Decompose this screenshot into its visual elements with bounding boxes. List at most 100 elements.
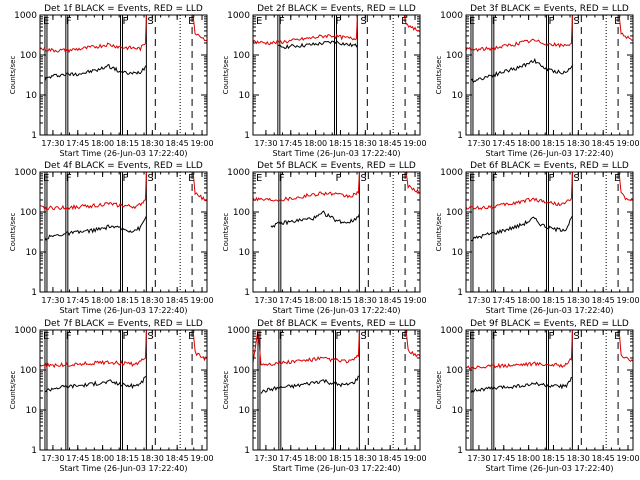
lld-series-line — [252, 14, 358, 46]
y-tick-label: 100 — [20, 366, 37, 376]
panel: Det 5f BLACK = Events, RED = LLD 1 10 100 10… — [222, 161, 427, 315]
y-tick-label: 1 — [457, 446, 463, 456]
y-tick-label: 1 — [457, 131, 463, 141]
y-axis-label: Counts/sec — [222, 371, 230, 410]
y-tick-label: 1000 — [227, 326, 250, 336]
x-axis-label: Start Time (26-Jun-03 17:22:40) — [60, 306, 188, 315]
x-tick-label: 19:00 — [403, 296, 426, 305]
y-tick-label: 1 — [244, 446, 250, 456]
panel: Det 7f BLACK = Events, RED = LLD 1 10 100 10… — [9, 319, 214, 473]
events-series-line — [470, 377, 573, 394]
panel: Det 4f BLACK = Events, RED = LLD 1 10 100 10… — [9, 161, 214, 315]
flag-label: E — [469, 173, 475, 184]
x-tick-label: 18:00 — [91, 296, 114, 305]
flag-label: S — [147, 173, 153, 184]
flag-label: S — [147, 331, 153, 342]
flag-label: E — [401, 16, 407, 27]
events-series-line — [470, 57, 573, 84]
x-tick-label: 19:00 — [190, 454, 213, 463]
x-tick-label: 18:30 — [567, 139, 590, 148]
x-tick-label: 18:30 — [141, 296, 164, 305]
x-tick-label: 18:45 — [592, 454, 615, 463]
y-tick-label: 100 — [20, 51, 37, 61]
x-tick-label: 18:15 — [329, 296, 352, 305]
x-tick-label: 18:15 — [329, 139, 352, 148]
flag-label: F — [123, 331, 129, 342]
flag-label: F — [336, 173, 342, 184]
flag-label: F — [66, 173, 72, 184]
panel: Det 1f BLACK = Events, RED = LLD 1 10 100 10… — [9, 4, 214, 158]
panel: Det 8f BLACK = Events, RED = LLD 1 10 100 10… — [222, 319, 427, 473]
y-tick-label: 100 — [233, 366, 250, 376]
x-tick-label: 18:45 — [592, 139, 615, 148]
lld-series-line — [465, 329, 573, 370]
lld-series-line — [192, 171, 208, 202]
flag-label: E — [256, 16, 262, 27]
axes-frame — [465, 329, 634, 451]
y-axis-label: Counts/sec — [9, 56, 17, 95]
x-tick-label: 19:00 — [616, 454, 639, 463]
x-axis-label: Start Time (26-Jun-03 17:22:40) — [273, 149, 401, 158]
axes-frame — [465, 171, 634, 293]
x-tick-label: 18:30 — [567, 296, 590, 305]
axes-frame — [39, 329, 208, 451]
flag-label: E — [614, 173, 620, 184]
events-series-line — [44, 215, 147, 241]
x-tick-label: 18:15 — [329, 454, 352, 463]
flag-label: S — [573, 331, 579, 342]
flag-label: F — [492, 331, 498, 342]
x-tick-label: 18:45 — [379, 454, 402, 463]
x-tick-label: 17:30 — [467, 454, 490, 463]
y-axis-label: Counts/sec — [435, 371, 443, 410]
lld-series-line — [40, 171, 147, 211]
y-tick-label: 1000 — [227, 11, 250, 21]
panel: Det 6f BLACK = Events, RED = LLD 1 10 100 10… — [435, 161, 640, 315]
x-tick-label: 17:45 — [66, 296, 89, 305]
x-tick-label: 17:45 — [279, 139, 302, 148]
x-tick-label: 18:00 — [304, 454, 327, 463]
x-tick-label: 19:00 — [403, 139, 426, 148]
x-tick-label: 17:45 — [279, 296, 302, 305]
events-series-line — [470, 215, 573, 242]
y-tick-label: 100 — [446, 208, 463, 218]
y-axis-label: Counts/sec — [222, 56, 230, 95]
events-series-line — [277, 40, 358, 50]
y-tick-label: 10 — [452, 91, 464, 101]
panel-title: Det 9f BLACK = Events, RED = LLD — [470, 319, 629, 329]
y-axis-label: Counts/sec — [9, 213, 17, 252]
lld-series-line — [192, 329, 208, 362]
y-axis-label: Counts/sec — [435, 56, 443, 95]
panel: Det 3f BLACK = Events, RED = LLD 1 10 100 10… — [435, 4, 640, 158]
y-tick-label: 1000 — [440, 11, 463, 21]
x-tick-label: 18:00 — [304, 139, 327, 148]
x-tick-label: 17:30 — [41, 454, 64, 463]
panel-title: Det 4f BLACK = Events, RED = LLD — [44, 161, 203, 171]
flag-label: E — [188, 173, 194, 184]
lld-series-line — [405, 171, 421, 194]
x-tick-label: 18:45 — [379, 139, 402, 148]
lld-series-line — [39, 14, 147, 54]
x-tick-label: 19:00 — [616, 139, 639, 148]
flag-label: E — [401, 331, 407, 342]
flag-label: E — [43, 331, 49, 342]
lld-series-line — [252, 171, 360, 202]
axes-frame — [252, 329, 421, 451]
flag-label: F — [549, 16, 555, 27]
flag-label: E — [401, 173, 407, 184]
x-tick-label: 18:15 — [542, 139, 565, 148]
panel-title: Det 5f BLACK = Events, RED = LLD — [257, 161, 416, 171]
flag-label: F — [279, 16, 285, 27]
x-tick-label: 18:45 — [379, 296, 402, 305]
x-tick-label: 18:15 — [116, 454, 139, 463]
flag-label: F — [549, 331, 555, 342]
x-tick-label: 18:45 — [592, 296, 615, 305]
axes-frame — [252, 14, 421, 136]
flag-label: F — [66, 16, 72, 27]
lld-series-line — [252, 329, 360, 366]
y-axis-label: Counts/sec — [9, 371, 17, 410]
x-axis-label: Start Time (26-Jun-03 17:22:40) — [486, 464, 614, 473]
x-tick-label: 19:00 — [403, 454, 426, 463]
y-tick-label: 100 — [233, 51, 250, 61]
events-series-line — [44, 63, 147, 81]
y-tick-label: 1000 — [440, 326, 463, 336]
